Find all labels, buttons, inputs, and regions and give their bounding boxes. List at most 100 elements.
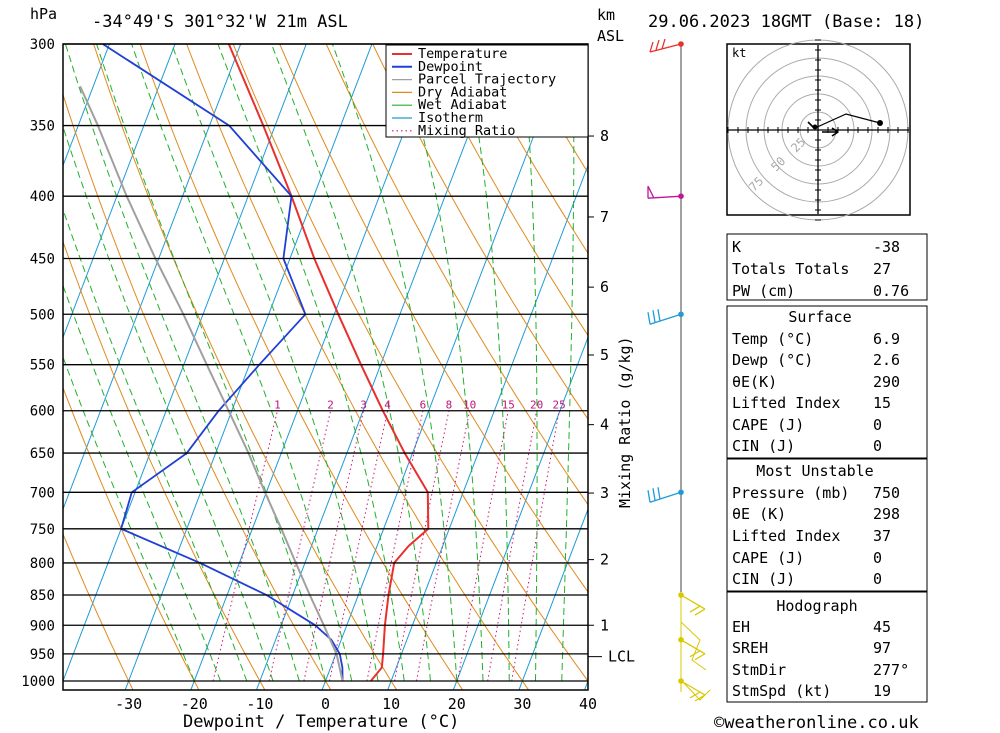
temperature-tick-label: 0 bbox=[321, 695, 330, 713]
dry-adiabat-line bbox=[372, 44, 588, 421]
km-tick-labels: 8 7 6 5 4 3 2 1 LCL bbox=[588, 127, 635, 666]
wet-adiabat-line bbox=[462, 44, 510, 682]
info-tables: K -38 Totals Totals 27 PW (cm) 0.76 Surf… bbox=[726, 233, 928, 703]
mixing-ratio-labels: 1 2 3 4 6 8 10 15 20 25 bbox=[274, 399, 566, 412]
most-unstable-box bbox=[726, 458, 928, 592]
hpa-axis-label: hPa bbox=[30, 5, 57, 23]
sreh-value: 97 bbox=[873, 639, 891, 657]
hodograph-unit-label: kt bbox=[732, 46, 746, 60]
eh-label: EH bbox=[732, 618, 750, 636]
mixing-ratio-label: 15 bbox=[502, 399, 515, 412]
plot-frame bbox=[62, 43, 589, 691]
wind-barb bbox=[647, 487, 682, 503]
dry-adiabat-line bbox=[63, 386, 200, 690]
km-axis-label: km bbox=[597, 6, 615, 24]
mu-pressure-label: Pressure (mb) bbox=[732, 484, 849, 502]
mixing-ratio-label: 8 bbox=[446, 399, 453, 412]
wet-adiabat-line bbox=[63, 284, 221, 682]
mu-cape-label: CAPE (J) bbox=[732, 549, 804, 567]
dry-adiabat-line bbox=[139, 44, 464, 690]
tt-value: 27 bbox=[873, 260, 891, 278]
wet-adiabat-line bbox=[397, 44, 484, 682]
legend-box bbox=[385, 44, 589, 138]
pressure-tick-label: 400 bbox=[30, 189, 55, 205]
surface-temp-label: Temp (°C) bbox=[732, 330, 813, 348]
legend-label: Dewpoint bbox=[418, 59, 483, 75]
mixing-ratio-label: 10 bbox=[463, 399, 476, 412]
isotherm-line bbox=[63, 44, 176, 339]
wet-adiabat-line bbox=[63, 208, 248, 682]
mixing-ratio-label: 20 bbox=[530, 399, 543, 412]
low-level-wind-trace bbox=[680, 592, 711, 701]
indices-box bbox=[726, 233, 928, 301]
mixing-ratio-line bbox=[366, 410, 424, 682]
wind-barb bbox=[649, 38, 682, 53]
km-tick-label: 1 bbox=[600, 616, 609, 634]
surface-dewp-value: 2.6 bbox=[873, 351, 900, 369]
temperature-tick-label: -10 bbox=[246, 695, 273, 713]
wind-barb bbox=[647, 309, 682, 325]
isotherm-line bbox=[124, 44, 373, 690]
sreh-label: SREH bbox=[732, 639, 768, 657]
mu-li-value: 37 bbox=[873, 527, 891, 545]
isotherm-line bbox=[387, 164, 588, 690]
mu-cin-label: CIN (J) bbox=[732, 570, 795, 588]
stmspd-value: 19 bbox=[873, 682, 891, 700]
footer-credit: ©weatheronline.co.uk bbox=[714, 713, 919, 733]
temperature-tick-label: -30 bbox=[115, 695, 142, 713]
wet-adiabat-line bbox=[521, 44, 538, 681]
pressure-tick-label: 950 bbox=[30, 647, 55, 663]
legend-label: Temperature bbox=[418, 46, 507, 62]
surface-dewp-label: Dewp (°C) bbox=[732, 351, 813, 369]
hodograph-trace bbox=[814, 113, 881, 129]
temperature-tick-label: -20 bbox=[181, 695, 208, 713]
mu-theta-value: 298 bbox=[873, 505, 900, 523]
km-tick-label: 2 bbox=[600, 551, 609, 569]
legend-label: Dry Adiabat bbox=[418, 84, 507, 100]
wind-barbs bbox=[647, 38, 711, 702]
dry-adiabat-line bbox=[93, 44, 398, 690]
wet-adiabat-line bbox=[63, 125, 274, 682]
isobars bbox=[63, 43, 588, 682]
wet-adiabat-line bbox=[331, 44, 458, 682]
hodograph-table-box bbox=[726, 591, 928, 703]
x-axis-title: Dewpoint / Temperature (°C) bbox=[183, 712, 459, 732]
dry-adiabat-line bbox=[279, 44, 588, 593]
mixing-ratio-line bbox=[511, 410, 560, 682]
pressure-tick-label: 750 bbox=[30, 522, 55, 538]
km-tick-label: 5 bbox=[600, 346, 609, 364]
km-tick-label: 4 bbox=[600, 416, 609, 434]
temperature-tick-labels: -30 -20 -10 0 10 20 30 40 bbox=[115, 695, 597, 713]
wet-adiabat-line bbox=[131, 44, 353, 682]
pressure-tick-label: 450 bbox=[30, 252, 55, 268]
eh-value: 45 bbox=[873, 618, 891, 636]
storm-motion-arrow bbox=[807, 121, 839, 137]
legend-label: Isotherm bbox=[418, 110, 483, 126]
wet-adiabat-line bbox=[64, 44, 300, 682]
km-tick-label: 7 bbox=[600, 208, 609, 226]
mixing-ratio-line bbox=[415, 410, 471, 682]
dry-adiabat-line bbox=[63, 532, 134, 690]
stmdir-label: StmDir bbox=[732, 661, 786, 679]
surface-li-label: Lifted Index bbox=[732, 394, 840, 412]
pressure-tick-labels: 300 350 400 450 500 550 600 650 700 750 800 850 900 9… bbox=[21, 37, 55, 690]
surface-temp-value: 6.9 bbox=[873, 330, 900, 348]
dry-adiabat-line bbox=[418, 44, 588, 337]
surface-theta-label: θE(K) bbox=[732, 373, 777, 391]
surface-cape-label: CAPE (J) bbox=[732, 416, 804, 434]
dry-adiabat-line bbox=[325, 44, 588, 506]
k-value: -38 bbox=[873, 238, 900, 256]
lcl-label: LCL bbox=[608, 648, 635, 666]
isotherm-line bbox=[63, 44, 242, 511]
stmdir-value: 277° bbox=[873, 661, 909, 679]
wind-barb bbox=[680, 594, 706, 616]
most-unstable-title: Most Unstable bbox=[756, 462, 873, 480]
mu-pressure-value: 750 bbox=[873, 484, 900, 502]
temperature-tick-label: 40 bbox=[579, 695, 597, 713]
location-title: -34°49'S 301°32'W 21m ASL bbox=[92, 12, 348, 32]
mixing-ratio-line bbox=[394, 410, 450, 682]
k-label: K bbox=[732, 238, 741, 256]
temperature-tick-label: 20 bbox=[448, 695, 466, 713]
